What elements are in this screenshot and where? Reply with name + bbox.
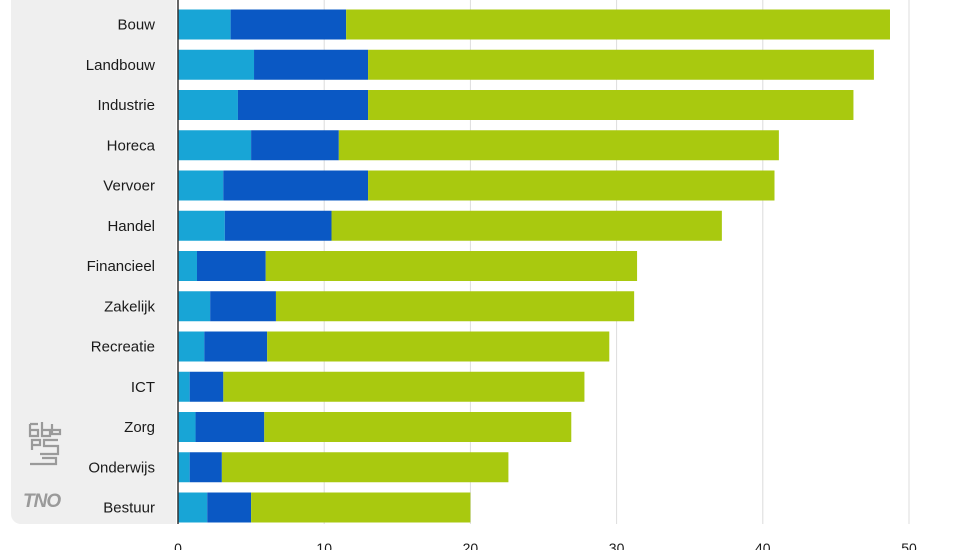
category-label-zakelijk: Zakelijk [104,298,155,315]
bar-onderwijs-segment-3 [221,452,509,483]
x-tick-label-40: 40 [755,540,771,550]
bar-handel-segment-2 [224,210,332,241]
bar-bouw-segment-2 [230,9,347,40]
category-label-landbouw: Landbouw [86,57,155,74]
bar-onderwijs-segment-1 [178,452,190,483]
x-tick-label-30: 30 [609,540,625,550]
category-label-bestuur: Bestuur [103,500,155,517]
bar-vervoer-segment-3 [368,170,775,201]
category-label-bouw: Bouw [117,17,155,34]
bar-bouw-segment-3 [346,9,890,40]
bar-vervoer-segment-1 [178,170,224,201]
bar-zakelijk-segment-2 [210,291,276,322]
bars [178,9,890,523]
bar-horeca-segment-1 [178,130,252,161]
x-tick-label-0: 0 [174,540,182,550]
bar-landbouw-segment-3 [368,49,874,80]
bar-industrie-segment-3 [368,90,854,120]
tno-logo: TNO [23,491,61,512]
category-label-onderwijs: Onderwijs [88,459,155,476]
bar-horeca-segment-3 [338,130,779,161]
x-tick-label-10: 10 [316,540,332,550]
bar-vervoer-segment-2 [223,170,369,201]
bar-recreatie-segment-1 [178,331,205,362]
bar-financieel-segment-2 [197,251,266,281]
cbs-logo [28,422,62,466]
bar-handel-segment-3 [331,210,722,241]
category-labels: Bouw Landbouw Industrie Horeca Vervoer Handel… [86,17,156,517]
bar-zorg-segment-1 [178,412,196,442]
category-label-financieel: Financieel [87,258,155,275]
bar-bestuur-segment-2 [207,492,252,523]
bar-zorg-segment-3 [264,412,572,442]
bar-ict-segment-3 [223,371,585,402]
bar-zakelijk-segment-1 [178,291,211,322]
bar-bouw-segment-1 [178,9,231,40]
category-label-vervoer: Vervoer [103,178,155,195]
category-label-recreatie: Recreatie [91,339,155,356]
bar-handel-segment-1 [178,210,225,241]
bar-industrie-segment-2 [237,90,369,120]
category-label-zorg: Zorg [124,419,155,436]
bar-zorg-segment-2 [195,412,265,442]
category-label-horeca: Horeca [107,137,156,154]
category-label-handel: Handel [107,218,155,235]
x-tick-label-50: 50 [901,540,917,550]
bar-industrie-segment-1 [178,90,238,120]
bar-ict-segment-2 [189,371,224,402]
bar-ict-segment-1 [178,371,190,402]
category-label-industrie: Industrie [97,97,155,114]
x-tick-label-20: 20 [463,540,479,550]
category-label-ict: ICT [131,379,155,396]
bar-zakelijk-segment-3 [275,291,635,322]
bar-recreatie-segment-2 [204,331,268,362]
bar-landbouw-segment-2 [254,49,369,80]
bar-horeca-segment-2 [251,130,339,161]
bar-financieel-segment-3 [265,251,638,281]
bar-bestuur-segment-3 [251,492,471,523]
bar-bestuur-segment-1 [178,492,208,523]
bar-financieel-segment-1 [178,251,198,281]
x-axis-ticks: 0 10 20 30 40 50 [174,540,917,550]
bar-onderwijs-segment-2 [189,452,222,483]
bar-landbouw-segment-1 [178,49,255,80]
bar-recreatie-segment-3 [267,331,610,362]
